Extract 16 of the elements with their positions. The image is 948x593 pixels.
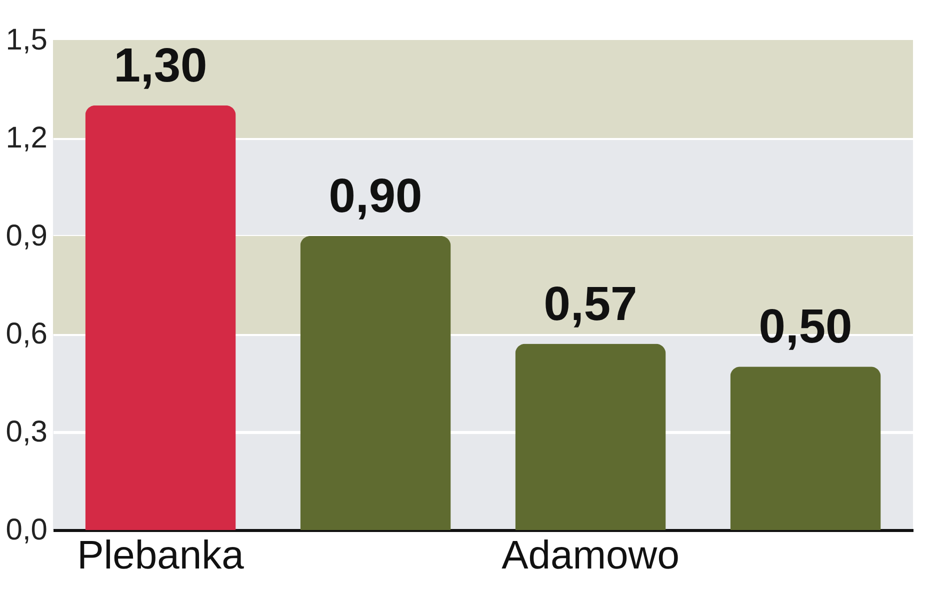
y-tick-label: 0,3 [6, 416, 48, 448]
y-tick-label: 1,5 [6, 24, 48, 56]
bar [300, 236, 451, 530]
x-tick-label: Adamowo [502, 534, 680, 578]
data-label: 0,90 [328, 170, 422, 223]
bar [730, 366, 881, 530]
data-label: 0,50 [758, 300, 852, 354]
data-label: 1,30 [114, 39, 208, 92]
data-label: 0,57 [544, 278, 638, 331]
y-tick-label: 1,2 [6, 122, 48, 154]
y-tick-label: 0,6 [6, 318, 48, 350]
y-tick-label: 0,0 [6, 514, 48, 546]
bar [85, 105, 236, 530]
x-tick-label: Plebanka [77, 534, 245, 578]
y-tick-label: 0,9 [6, 220, 48, 252]
bar [515, 344, 666, 530]
